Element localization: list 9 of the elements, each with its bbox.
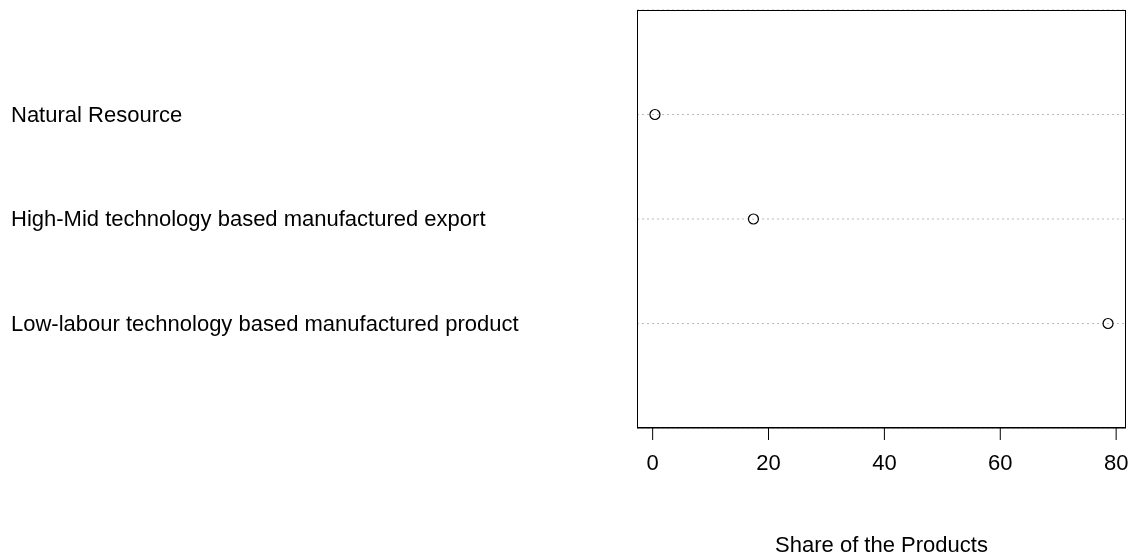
y-tick-label: Low-labour technology based manufactured product bbox=[11, 310, 519, 336]
x-tick-label: 60 bbox=[988, 449, 1013, 475]
x-tick-label: 0 bbox=[646, 449, 659, 475]
y-tick-label: High-Mid technology based manufactured export bbox=[11, 206, 486, 231]
x-tick-label: 40 bbox=[872, 449, 897, 475]
x-axis-title: Share of the Products bbox=[775, 532, 988, 552]
x-tick-label: 20 bbox=[756, 449, 781, 475]
x-tick-label: 80 bbox=[1103, 449, 1129, 475]
y-tick-label: Natural Resource bbox=[11, 101, 183, 127]
